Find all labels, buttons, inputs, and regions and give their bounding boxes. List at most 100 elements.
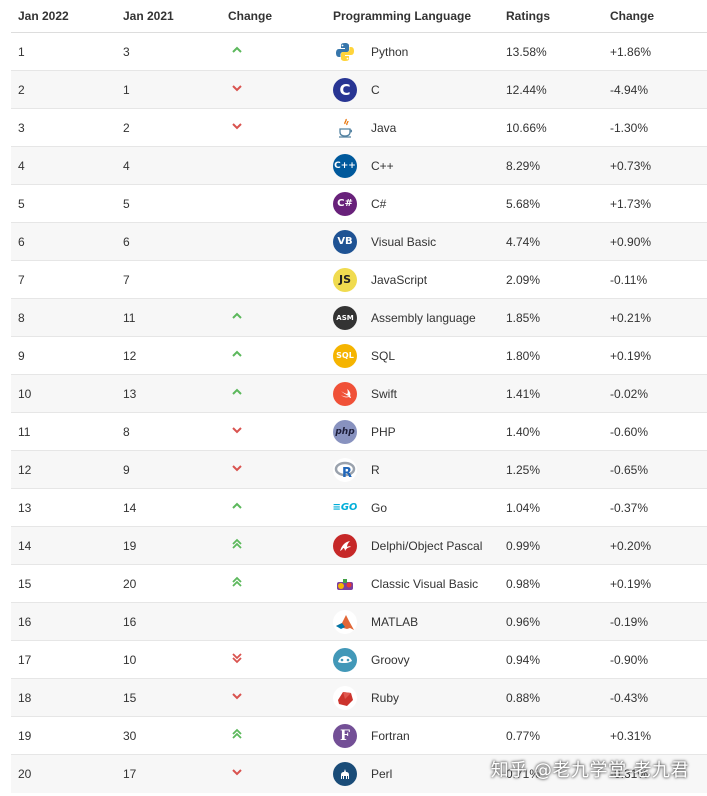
chevron-down-icon bbox=[230, 423, 244, 437]
rank-change-cell bbox=[221, 108, 326, 147]
chevron-up-icon bbox=[230, 499, 244, 513]
rating-cell: 1.41% bbox=[499, 374, 603, 413]
table-row[interactable]: 6 6 VB Visual Basic 4.74% +0.90% bbox=[11, 222, 707, 261]
sql-icon: SQL bbox=[333, 343, 357, 368]
table-row[interactable]: 12 9 R R 1.25% -0.65% bbox=[11, 450, 707, 489]
language-name[interactable]: JavaScript bbox=[371, 272, 428, 287]
table-row[interactable]: 5 5 C# C# 5.68% +1.73% bbox=[11, 184, 707, 223]
rank-change-cell bbox=[221, 754, 326, 793]
rating-change-cell: -0.60% bbox=[603, 412, 707, 451]
language-cell-content: Swift bbox=[333, 381, 499, 406]
header-jan-2021[interactable]: Jan 2021 bbox=[116, 0, 221, 33]
table-row[interactable]: 10 13 Swift 1.41% -0.02% bbox=[11, 374, 707, 413]
language-cell-content: Python bbox=[333, 39, 499, 64]
rating-cell: 1.85% bbox=[499, 298, 603, 337]
language-cell: Python bbox=[326, 32, 499, 71]
rating-change-cell: +1.86% bbox=[603, 32, 707, 71]
language-name[interactable]: C# bbox=[371, 196, 387, 211]
rating-cell: 2.09% bbox=[499, 260, 603, 299]
table-row[interactable]: 16 16 MATLAB 0.96% -0.19% bbox=[11, 602, 707, 641]
language-cell-content: VB Visual Basic bbox=[333, 229, 499, 254]
table-row[interactable]: 11 8 php PHP 1.40% -0.60% bbox=[11, 412, 707, 451]
language-cell-content: Delphi/Object Pascal bbox=[333, 533, 499, 558]
table-row[interactable]: 17 10 Groovy 0.94% -0.90% bbox=[11, 640, 707, 679]
language-name[interactable]: Classic Visual Basic bbox=[371, 576, 479, 591]
language-name[interactable]: C++ bbox=[371, 158, 394, 173]
language-name[interactable]: SQL bbox=[371, 348, 396, 363]
table-row[interactable]: 2 1 C C 12.44% -4.94% bbox=[11, 70, 707, 109]
rating-cell: 1.80% bbox=[499, 336, 603, 375]
rank-jan-2022-cell: 17 bbox=[11, 640, 116, 679]
java-icon bbox=[333, 115, 357, 140]
rank-change-cell bbox=[221, 450, 326, 489]
ruby-icon bbox=[333, 685, 357, 710]
table-row[interactable]: 8 11 ASM Assembly language 1.85% +0.21% bbox=[11, 298, 707, 337]
language-cell-content: MATLAB bbox=[333, 609, 499, 634]
language-cell-content: php PHP bbox=[333, 419, 499, 444]
language-cell-content: JS JavaScript bbox=[333, 267, 499, 292]
table-row[interactable]: 18 15 Ruby 0.88% -0.43% bbox=[11, 678, 707, 717]
table-row[interactable]: 7 7 JS JavaScript 2.09% -0.11% bbox=[11, 260, 707, 299]
header-jan-2022[interactable]: Jan 2022 bbox=[11, 0, 116, 33]
rating-cell: 13.58% bbox=[499, 32, 603, 71]
language-name[interactable]: MATLAB bbox=[371, 614, 419, 629]
table-row[interactable]: 15 20 Classic Visual Basic 0.98% +0.19% bbox=[11, 564, 707, 603]
table-row[interactable]: 13 14 ≡GO Go 1.04% -0.37% bbox=[11, 488, 707, 527]
rank-change-cell bbox=[221, 32, 326, 71]
language-name[interactable]: Groovy bbox=[371, 652, 410, 667]
language-name[interactable]: C bbox=[371, 82, 380, 97]
double-chevron-up-icon bbox=[230, 727, 244, 741]
language-cell: SQL SQL bbox=[326, 336, 499, 375]
rating-cell: 8.29% bbox=[499, 146, 603, 185]
header-change-rating[interactable]: Change bbox=[603, 0, 707, 33]
language-name[interactable]: Ruby bbox=[371, 690, 400, 705]
header-programming-language[interactable]: Programming Language bbox=[326, 0, 499, 33]
table-row[interactable]: 20 17 Perl 0.71% -0.31% bbox=[11, 754, 707, 793]
language-name[interactable]: Swift bbox=[371, 386, 398, 401]
language-name[interactable]: Assembly language bbox=[371, 310, 476, 325]
table-row[interactable]: 3 2 Java 10.66% -1.30% bbox=[11, 108, 707, 147]
header-ratings[interactable]: Ratings bbox=[499, 0, 603, 33]
delphi-icon bbox=[333, 533, 357, 558]
rank-jan-2022-cell: 2 bbox=[11, 70, 116, 109]
rank-jan-2022-cell: 20 bbox=[11, 754, 116, 793]
rank-jan-2022-cell: 11 bbox=[11, 412, 116, 451]
rating-cell: 0.99% bbox=[499, 526, 603, 565]
language-name[interactable]: Perl bbox=[371, 766, 393, 781]
language-name[interactable]: Go bbox=[371, 500, 388, 515]
double-chevron-down-icon bbox=[230, 651, 244, 665]
rating-cell: 0.71% bbox=[499, 754, 603, 793]
language-cell-content: C# C# bbox=[333, 191, 499, 216]
language-cell-content: C++ C++ bbox=[333, 153, 499, 178]
language-name[interactable]: Python bbox=[371, 44, 409, 59]
matlab-icon bbox=[333, 609, 357, 634]
table-body: 1 3 Python 13.58% +1.86% 2 1 C C 12.44% -4.94% 3 2 Ja… bbox=[11, 32, 707, 793]
language-name[interactable]: R bbox=[371, 462, 380, 477]
language-name[interactable]: PHP bbox=[371, 424, 396, 439]
rating-cell: 4.74% bbox=[499, 222, 603, 261]
table-row[interactable]: 19 30 F Fortran 0.77% +0.31% bbox=[11, 716, 707, 755]
rank-jan-2021-cell: 11 bbox=[116, 298, 221, 337]
language-cell-content: SQL SQL bbox=[333, 343, 499, 368]
language-name[interactable]: Fortran bbox=[371, 728, 410, 743]
language-name[interactable]: Java bbox=[371, 120, 397, 135]
rank-change-cell bbox=[221, 298, 326, 337]
language-cell: VB Visual Basic bbox=[326, 222, 499, 261]
rank-jan-2022-cell: 19 bbox=[11, 716, 116, 755]
chevron-down-icon bbox=[230, 689, 244, 703]
rank-jan-2022-cell: 9 bbox=[11, 336, 116, 375]
table-row[interactable]: 1 3 Python 13.58% +1.86% bbox=[11, 32, 707, 71]
table-row[interactable]: 14 19 Delphi/Object Pascal 0.99% +0.20% bbox=[11, 526, 707, 565]
chevron-up-icon bbox=[230, 309, 244, 323]
header-change-rank[interactable]: Change bbox=[221, 0, 326, 33]
language-name[interactable]: Visual Basic bbox=[371, 234, 437, 249]
rank-jan-2021-cell: 5 bbox=[116, 184, 221, 223]
language-name[interactable]: Delphi/Object Pascal bbox=[371, 538, 483, 553]
table-row[interactable]: 9 12 SQL SQL 1.80% +0.19% bbox=[11, 336, 707, 375]
rank-jan-2022-cell: 18 bbox=[11, 678, 116, 717]
table-row[interactable]: 4 4 C++ C++ 8.29% +0.73% bbox=[11, 146, 707, 185]
tiobe-index-table-container: Jan 2022 Jan 2021 Change Programming Lan… bbox=[11, 0, 707, 793]
rank-change-cell bbox=[221, 374, 326, 413]
rating-change-cell: +0.90% bbox=[603, 222, 707, 261]
